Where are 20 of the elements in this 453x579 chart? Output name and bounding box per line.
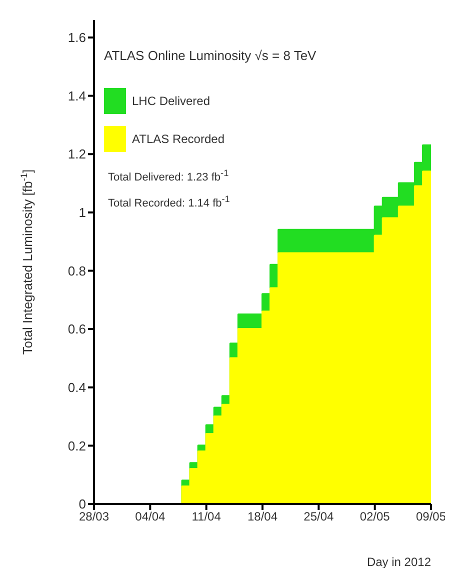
annotation: Total Delivered: 1.23 fb$^{-1}$ xyxy=(108,168,229,184)
x-tick-label: 04/04 xyxy=(135,510,166,524)
x-tick-label: 25/04 xyxy=(304,510,334,524)
y-tick-label: 1.4 xyxy=(68,88,86,104)
x-tick-label: 02/05 xyxy=(360,510,390,524)
y-tick-label: 1 xyxy=(78,205,86,220)
y-tick-label: 0.4 xyxy=(68,380,86,395)
annotation: ATLAS Online Luminosity √s = 8 TeV xyxy=(104,48,316,63)
y-tick-label: 1.2 xyxy=(68,146,86,162)
x-tick-label: 18/04 xyxy=(247,510,278,524)
legend-label: LHC Delivered xyxy=(132,94,210,108)
y-tick-label: 0 xyxy=(78,496,86,512)
y-tick-label: 0.6 xyxy=(68,322,86,337)
y-tick-label: 1.6 xyxy=(68,30,86,46)
y-tick-label: 0.2 xyxy=(68,438,86,454)
annotation: Total Recorded: 1.14 fb$^{-1}$ xyxy=(108,194,230,210)
x-tick-label: 11/04 xyxy=(192,510,222,524)
y-tick-label: 0.8 xyxy=(68,263,86,278)
legend-label: ATLAS Recorded xyxy=(132,132,224,146)
x-tick-label: 28/03 xyxy=(78,510,110,524)
